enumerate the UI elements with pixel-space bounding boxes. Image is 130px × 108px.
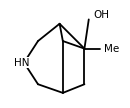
Text: HN: HN [14, 58, 30, 68]
Text: OH: OH [93, 10, 109, 20]
Text: Me: Me [104, 44, 119, 54]
